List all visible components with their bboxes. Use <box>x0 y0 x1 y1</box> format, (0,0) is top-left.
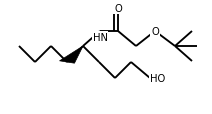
Polygon shape <box>60 47 83 64</box>
Text: O: O <box>151 27 159 37</box>
Text: HN: HN <box>92 33 107 43</box>
Text: HO: HO <box>150 73 165 83</box>
Text: O: O <box>114 4 122 14</box>
